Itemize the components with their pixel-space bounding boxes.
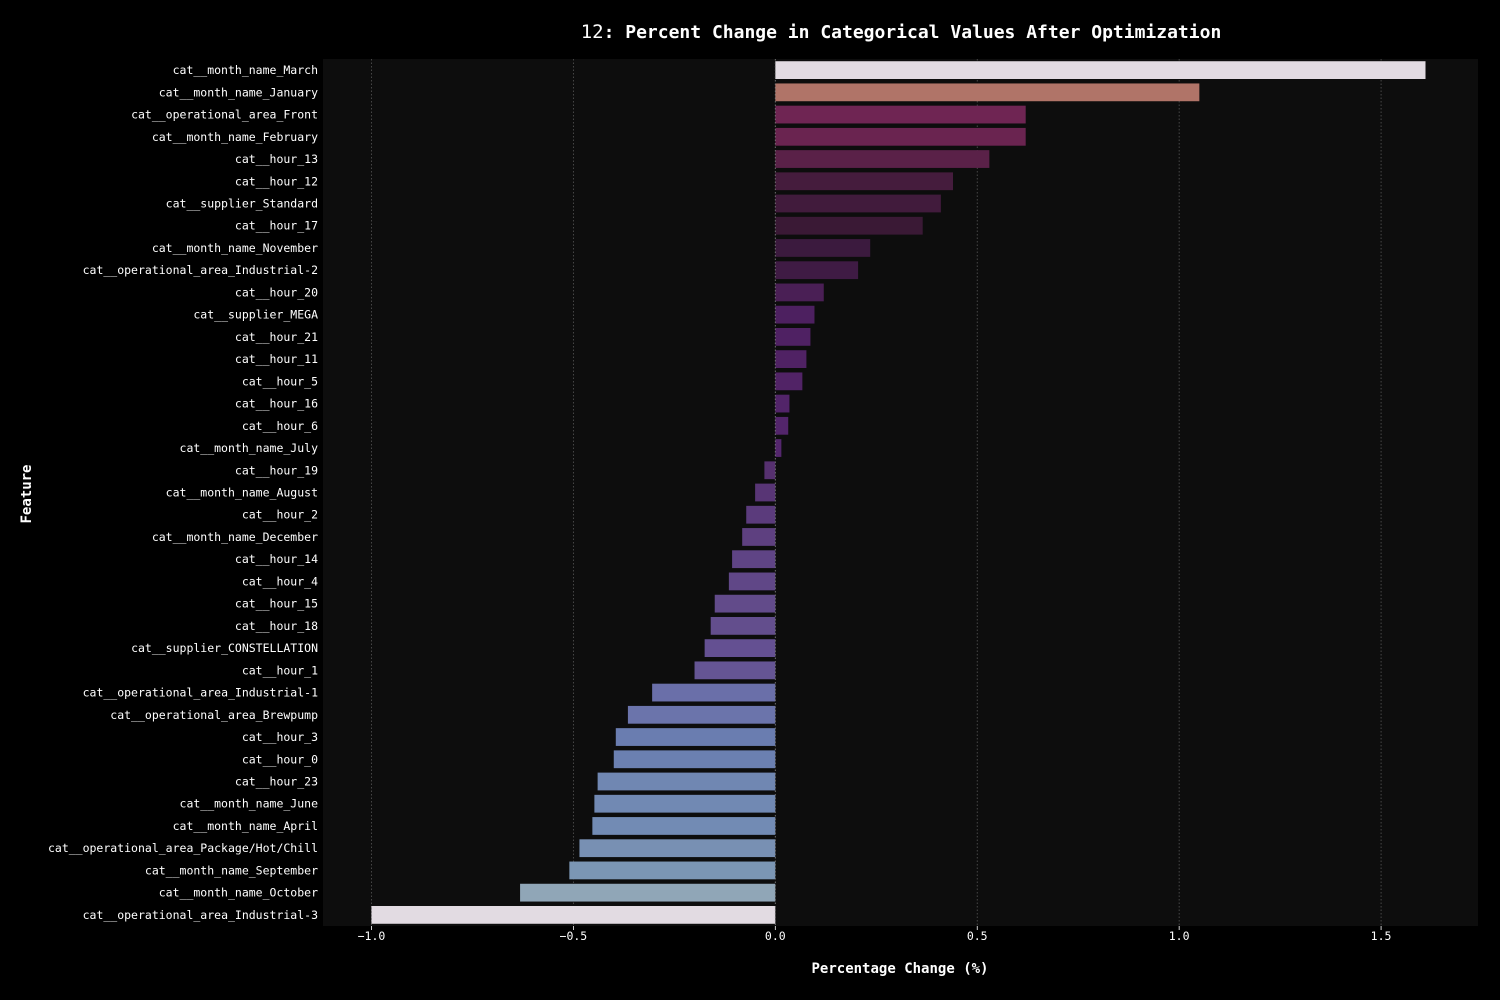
bar	[775, 172, 953, 191]
bar	[775, 372, 803, 391]
bar	[728, 572, 776, 591]
category-label: cat__month_name_September	[145, 863, 318, 877]
x-tick-label: 0.0	[765, 929, 786, 943]
category-label: cat__operational_area_Brewpump	[110, 708, 318, 722]
category-label: cat__month_name_January	[159, 85, 318, 99]
bar	[775, 105, 1026, 124]
bar	[613, 750, 776, 769]
bar	[592, 817, 776, 835]
category-label: cat__hour_5	[242, 374, 318, 388]
category-label: cat__hour_19	[235, 463, 318, 477]
x-tick-label: −1.0	[358, 929, 386, 943]
bar	[714, 594, 776, 613]
category-label: cat__operational_area_Front	[131, 108, 318, 122]
bar	[755, 483, 776, 502]
bar	[764, 461, 776, 480]
x-tick-label: 0.5	[967, 929, 988, 943]
bar	[775, 239, 871, 257]
category-label: cat__hour_6	[242, 419, 318, 433]
y-axis-title: Feature	[19, 464, 35, 523]
category-label: cat__operational_area_Package/Hot/Chill	[48, 841, 318, 855]
category-label: cat__hour_18	[235, 619, 318, 633]
bar	[520, 883, 776, 902]
bar	[775, 394, 790, 413]
x-tick-label: 1.5	[1371, 929, 1392, 943]
category-label: cat__operational_area_Industrial-3	[83, 908, 318, 922]
bar	[742, 528, 776, 546]
category-label: cat__hour_17	[235, 219, 318, 233]
bar	[775, 83, 1200, 102]
category-label: cat__hour_11	[235, 352, 318, 366]
category-label: cat__month_name_June	[180, 797, 319, 811]
category-label: cat__hour_15	[235, 597, 318, 611]
category-label: cat__supplier_Standard	[166, 197, 318, 211]
chart-title: 12: Percent Change in Categorical Values…	[581, 21, 1222, 43]
bar	[775, 61, 1426, 80]
x-axis-title: Percentage Change (%)	[811, 961, 988, 977]
bar	[704, 639, 776, 658]
x-tick-labels: −1.0 −0.5 0.0 0.5 1.0 1.5	[358, 926, 1392, 943]
bar	[371, 905, 776, 924]
bar	[652, 683, 776, 702]
category-label: cat__supplier_CONSTELLATION	[131, 641, 318, 655]
category-label: cat__month_name_April	[173, 819, 318, 833]
category-label: cat__hour_12	[235, 174, 318, 188]
category-label: cat__month_name_December	[152, 530, 318, 544]
bar	[597, 772, 776, 791]
bar	[627, 705, 776, 724]
category-label: cat__hour_20	[235, 285, 318, 299]
category-label: cat__month_name_February	[152, 130, 318, 144]
category-label: cat__hour_16	[235, 397, 318, 411]
bar	[775, 305, 815, 324]
category-labels: cat__month_name_March cat__month_name_Jan…	[48, 63, 318, 922]
category-label: cat__month_name_August	[166, 486, 318, 500]
chart-title-main: : Percent Change in Categorical Values A…	[604, 22, 1222, 43]
category-label: cat__hour_1	[242, 663, 318, 677]
bars	[371, 59, 1426, 926]
bar	[775, 416, 789, 435]
category-label: cat__hour_14	[235, 552, 318, 566]
x-tick-label: 1.0	[1169, 929, 1190, 943]
bar	[710, 616, 776, 635]
category-label: cat__month_name_July	[180, 441, 319, 455]
category-label: cat__month_name_November	[152, 241, 318, 255]
bar	[775, 261, 859, 280]
bar	[775, 127, 1026, 146]
category-label: cat__hour_23	[235, 775, 318, 789]
bar	[775, 216, 923, 235]
bar	[746, 505, 776, 524]
category-label: cat__hour_21	[235, 330, 318, 344]
x-tick-label: −0.5	[560, 929, 588, 943]
bar	[732, 550, 776, 569]
category-label: cat__hour_4	[242, 574, 318, 588]
category-label: cat__operational_area_Industrial-2	[83, 263, 318, 277]
chart-title-prefix: 12	[581, 21, 604, 43]
category-label: cat__hour_0	[242, 752, 318, 766]
category-label: cat__hour_2	[242, 508, 318, 522]
category-label: cat__month_name_March	[173, 63, 318, 77]
category-label: cat__supplier_MEGA	[193, 308, 318, 322]
category-label: cat__hour_3	[242, 730, 318, 744]
bar	[594, 794, 776, 813]
bar	[579, 839, 776, 858]
category-label: cat__hour_13	[235, 152, 318, 166]
bar	[775, 327, 811, 346]
category-label: cat__month_name_October	[159, 886, 318, 900]
bar	[775, 283, 824, 302]
bar	[694, 661, 776, 680]
bar	[775, 350, 807, 369]
bar	[775, 194, 941, 213]
bar	[775, 150, 990, 168]
bar	[775, 439, 782, 457]
category-label: cat__operational_area_Industrial-1	[83, 686, 318, 700]
bar	[569, 861, 776, 880]
bar	[615, 728, 776, 746]
